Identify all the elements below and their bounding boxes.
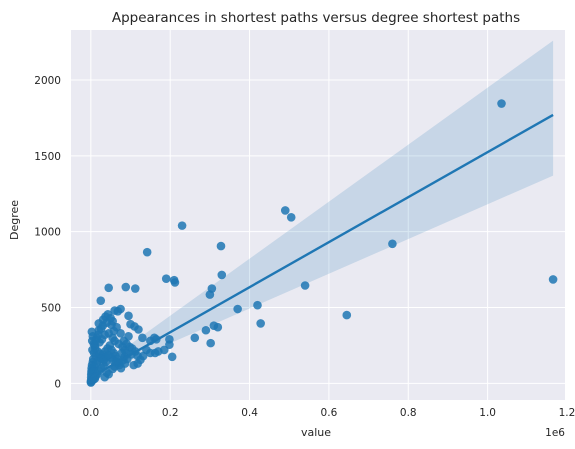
y-tick-label: 0 [54, 378, 61, 390]
data-point [129, 360, 138, 370]
data-point [177, 221, 187, 230]
data-point [116, 328, 125, 338]
regression-line [90, 113, 554, 379]
x-axis-offset-label: 1e6 [545, 427, 565, 439]
data-point [342, 310, 352, 320]
data-point [256, 319, 265, 328]
x-tick-label: 1.2 [559, 407, 575, 419]
data-point [110, 306, 119, 315]
x-axis-label: value [301, 426, 331, 439]
data-point [205, 290, 215, 299]
data-point [142, 247, 152, 257]
data-point [388, 239, 397, 249]
data-point [138, 333, 147, 343]
tick-labels: 0.0 0.2 0.4 0.6 0.8 1.0 1.2 0 500 1000 1500 2000 [34, 75, 575, 419]
x-tick-label: 1.0 [479, 407, 496, 419]
data-point [100, 372, 110, 382]
data-point [134, 325, 143, 334]
data-point [280, 206, 290, 215]
data-point [548, 275, 558, 284]
data-point [213, 322, 223, 332]
y-tick-label: 500 [41, 303, 61, 315]
data-point [96, 324, 106, 334]
data-point [96, 296, 106, 305]
data-point [104, 283, 113, 293]
data-point [170, 278, 180, 287]
data-point [109, 326, 119, 336]
x-tick-label: 0.6 [321, 407, 338, 419]
data-point [216, 241, 226, 251]
data-point [87, 376, 97, 386]
regression-line-layer [90, 113, 554, 379]
x-tick-label: 0.0 [82, 407, 99, 419]
data-point [201, 325, 211, 335]
x-tick-label: 0.8 [400, 407, 417, 419]
data-point [165, 340, 174, 349]
y-tick-label: 2000 [34, 75, 61, 87]
data-point [124, 311, 133, 321]
data-point [116, 363, 126, 373]
data-point [121, 282, 131, 292]
data-point [190, 333, 200, 343]
y-tick-label: 1000 [34, 227, 61, 239]
data-point [150, 348, 160, 358]
chart-title: Appearances in shortest paths versus deg… [112, 10, 520, 26]
data-point [300, 281, 310, 290]
data-point [233, 304, 242, 314]
data-point [253, 300, 262, 310]
data-point [130, 284, 140, 293]
data-point [167, 352, 177, 362]
x-tick-label: 0.4 [241, 407, 258, 419]
data-point [497, 99, 506, 108]
data-point [286, 212, 296, 222]
data-point [117, 348, 127, 358]
y-axis-label: Degree [8, 200, 21, 240]
data-point [103, 310, 113, 319]
y-tick-label: 1500 [34, 151, 61, 163]
data-point [206, 338, 215, 348]
data-point [161, 274, 171, 283]
x-tick-label: 0.2 [162, 407, 179, 419]
data-point [217, 270, 227, 280]
